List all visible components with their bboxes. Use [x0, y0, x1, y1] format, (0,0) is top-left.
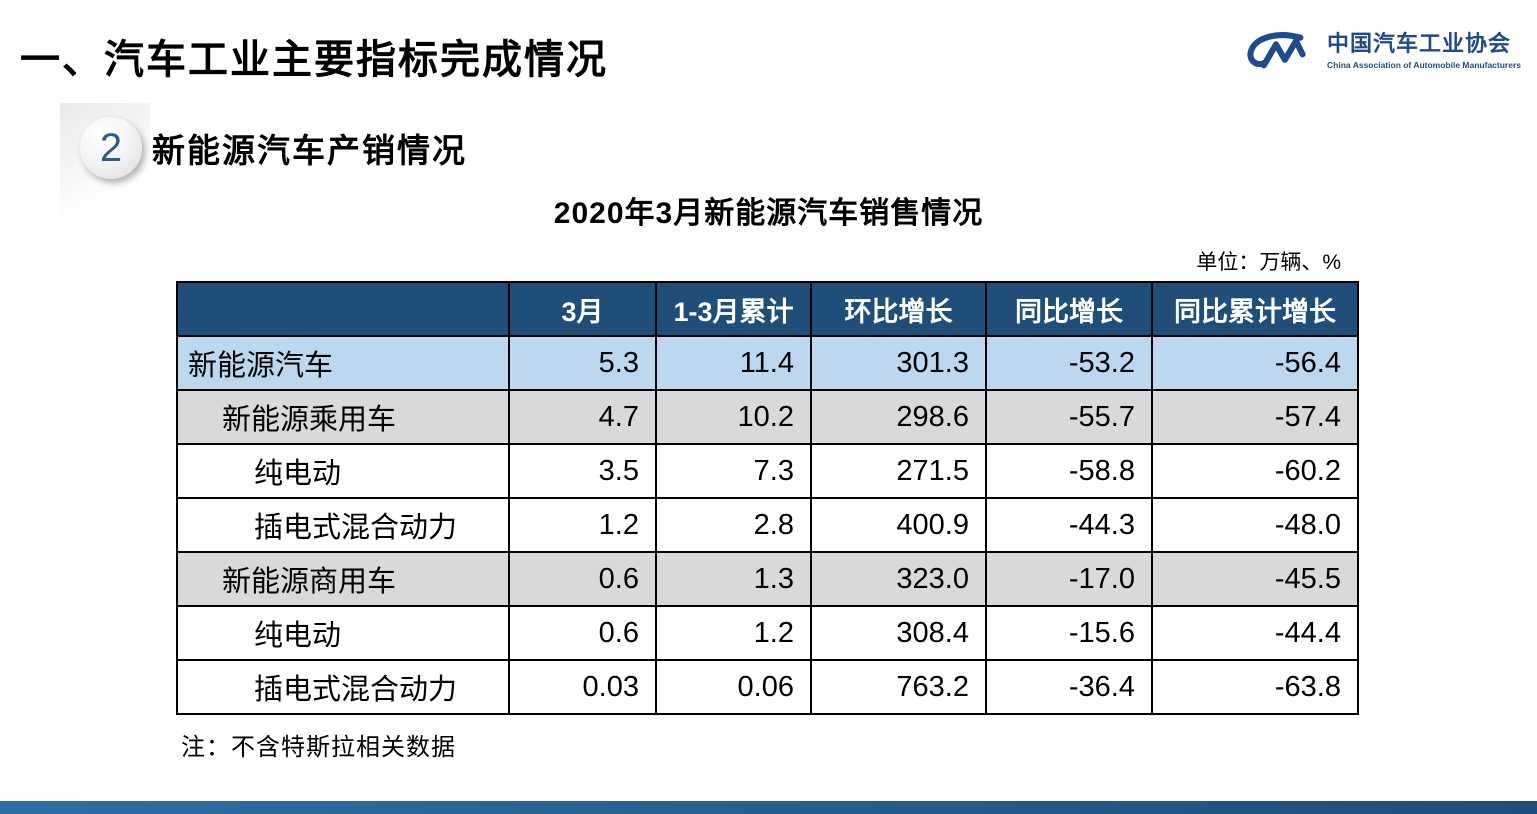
cell-value: 298.6: [810, 389, 987, 445]
page-title: 一、汽车工业主要指标完成情况: [20, 38, 608, 82]
row-label: 新能源商用车: [176, 551, 510, 607]
cell-value: 7.3: [655, 443, 812, 499]
table-row-passenger-bev: 纯电动 3.5 7.3 271.5 -58.8 -60.2: [176, 443, 1359, 499]
caam-logo: 中国汽车工业协会 China Association of Automobile…: [1245, 26, 1521, 76]
cell-value: -56.4: [1151, 335, 1359, 391]
col-header-mom-growth: 环比增长: [810, 281, 987, 337]
row-label: 新能源汽车: [176, 335, 510, 391]
cell-value: -17.0: [985, 551, 1153, 607]
cell-value: 4.7: [508, 389, 657, 445]
cell-value: -44.3: [985, 497, 1153, 553]
cell-value: 2.8: [655, 497, 812, 553]
cell-value: 400.9: [810, 497, 987, 553]
cell-value: 308.4: [810, 605, 987, 661]
cell-value: -57.4: [1151, 389, 1359, 445]
cell-value: 1.2: [655, 605, 812, 661]
table-row-commercial-bev: 纯电动 0.6 1.2 308.4 -15.6 -44.4: [176, 605, 1359, 661]
cell-value: 271.5: [810, 443, 987, 499]
row-label: 插电式混合动力: [176, 659, 510, 715]
cell-value: 5.3: [508, 335, 657, 391]
cell-value: 0.6: [508, 551, 657, 607]
cell-value: 301.3: [810, 335, 987, 391]
col-header-cumulative: 1-3月累计: [655, 281, 812, 337]
caam-logo-icon: [1247, 32, 1306, 69]
cell-value: -63.8: [1151, 659, 1359, 715]
unit-note: 单位：万辆、%: [1196, 251, 1341, 274]
cell-value: 763.2: [810, 659, 987, 715]
bottom-accent-bar: [0, 801, 1537, 814]
cell-value: 323.0: [810, 551, 987, 607]
col-header-yoy-cumulative-growth: 同比累计增长: [1151, 281, 1359, 337]
cell-value: -15.6: [985, 605, 1153, 661]
cell-value: 10.2: [655, 389, 812, 445]
cell-value: -58.8: [985, 443, 1153, 499]
cell-value: 1.2: [508, 497, 657, 553]
footnote: 注：不含特斯拉相关数据: [181, 734, 456, 761]
col-header-yoy-growth: 同比增长: [985, 281, 1153, 337]
section-number: 2: [99, 125, 123, 170]
cell-value: 3.5: [508, 443, 657, 499]
nev-sales-table: 3月 1-3月累计 环比增长 同比增长 同比累计增长 新能源汽车 5.3 11.…: [176, 281, 1359, 715]
table-row-commercial-phev: 插电式混合动力 0.03 0.06 763.2 -36.4 -63.8: [176, 659, 1359, 715]
cell-value: -55.7: [985, 389, 1153, 445]
cell-value: 0.06: [655, 659, 812, 715]
logo-name-cn: 中国汽车工业协会: [1327, 31, 1512, 57]
cell-value: -60.2: [1151, 443, 1359, 499]
cell-value: -44.4: [1151, 605, 1359, 661]
row-label: 插电式混合动力: [176, 497, 510, 553]
cell-value: -45.5: [1151, 551, 1359, 607]
table-row-passenger: 新能源乘用车 4.7 10.2 298.6 -55.7 -57.4: [176, 389, 1359, 445]
logo-name-en: China Association of Automobile Manufact…: [1327, 59, 1521, 70]
cell-value: 11.4: [655, 335, 812, 391]
cell-value: 0.6: [508, 605, 657, 661]
cell-value: -53.2: [985, 335, 1153, 391]
section-title: 新能源汽车产销情况: [152, 132, 467, 169]
table-row-commercial: 新能源商用车 0.6 1.3 323.0 -17.0 -45.5: [176, 551, 1359, 607]
cell-value: -48.0: [1151, 497, 1359, 553]
col-header-march: 3月: [508, 281, 657, 337]
table-title: 2020年3月新能源汽车销售情况: [553, 197, 984, 230]
row-label: 纯电动: [176, 605, 510, 661]
cell-value: 0.03: [508, 659, 657, 715]
cell-value: 1.3: [655, 551, 812, 607]
table-row-passenger-phev: 插电式混合动力 1.2 2.8 400.9 -44.3 -48.0: [176, 497, 1359, 553]
logo-text: 中国汽车工业协会 China Association of Automobile…: [1327, 31, 1521, 70]
section-number-badge: 2: [80, 117, 142, 179]
cell-value: -36.4: [985, 659, 1153, 715]
row-label: 纯电动: [176, 443, 510, 499]
row-label: 新能源乘用车: [176, 389, 510, 445]
table-header-row: 3月 1-3月累计 环比增长 同比增长 同比累计增长: [176, 281, 1359, 337]
table-row-nev-total: 新能源汽车 5.3 11.4 301.3 -53.2 -56.4: [176, 335, 1359, 391]
col-header-category: [176, 281, 510, 337]
